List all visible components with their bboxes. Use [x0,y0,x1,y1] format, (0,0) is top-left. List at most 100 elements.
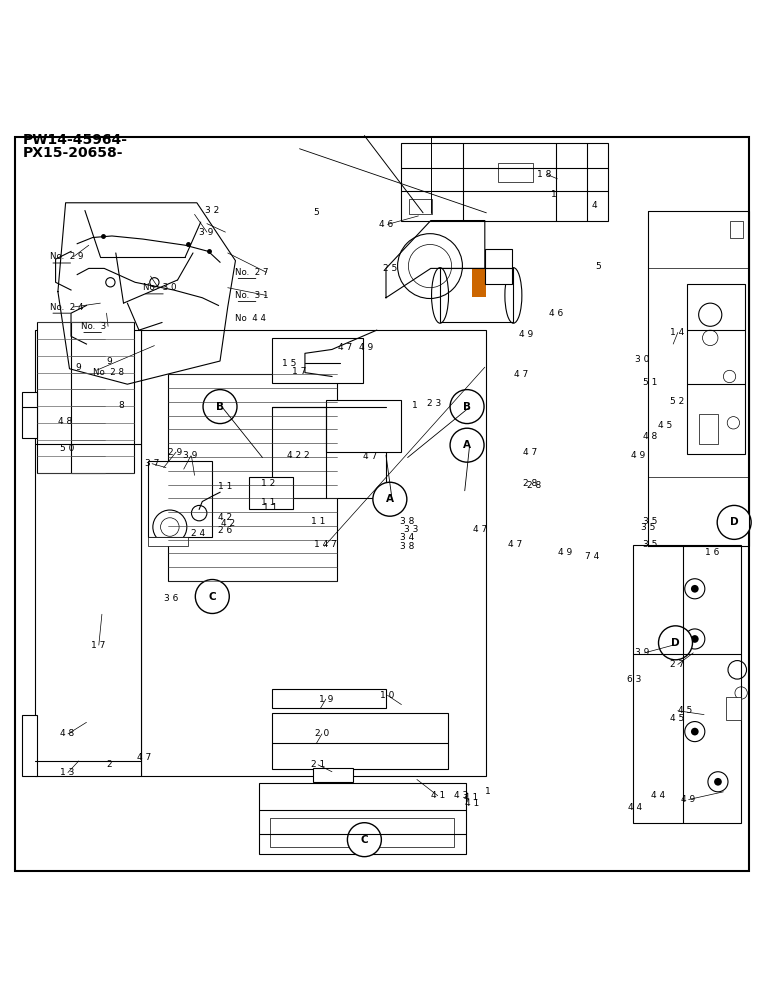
Text: 4 8: 4 8 [643,432,657,441]
Text: 1 1: 1 1 [311,517,325,526]
Text: 3 9: 3 9 [199,228,213,237]
Bar [485,249,512,284]
Text: 2 0: 2 0 [315,729,329,738]
Text: 1 7: 1 7 [91,641,105,650]
Text: 1 8: 1 8 [537,170,551,179]
Text: A: A [463,440,471,450]
Text: 1 4 7: 1 4 7 [314,540,337,549]
Text: 2 9: 2 9 [168,448,182,457]
Text: 3 2: 3 2 [205,206,219,215]
Bar [687,284,745,454]
Bar [22,392,37,438]
Text: 4 8: 4 8 [60,729,74,738]
Text: 3 5: 3 5 [643,517,657,526]
Text: 4 1: 4 1 [431,791,445,800]
Text: No  2 8: No 2 8 [93,368,124,377]
Bar [148,537,188,546]
Text: 3 3: 3 3 [404,525,418,534]
Bar [633,545,741,823]
Bar [168,374,337,581]
Text: 1 0: 1 0 [381,691,394,700]
Text: 2 5: 2 5 [383,264,397,273]
Text: 5: 5 [313,208,320,217]
Text: 4 7: 4 7 [523,448,537,457]
Circle shape [691,635,699,643]
Bar [249,477,293,509]
Text: 4: 4 [591,201,598,210]
Text: 4 9: 4 9 [520,330,533,339]
Text: 2 8: 2 8 [523,479,537,488]
Text: 9: 9 [107,357,113,366]
Text: 1 1: 1 1 [261,498,275,507]
Bar [730,221,743,238]
Text: 5 0: 5 0 [60,444,74,453]
Text: 2 6: 2 6 [218,526,232,535]
Text: 4 7: 4 7 [338,343,352,352]
Text: 4 5: 4 5 [678,706,692,715]
Bar [272,407,386,498]
Text: 4 1: 4 1 [466,799,479,808]
Text: 4 6: 4 6 [379,220,393,229]
Text: 2 3: 2 3 [427,399,441,408]
Text: 2 4: 2 4 [191,529,205,538]
Text: 5 1: 5 1 [643,378,657,387]
Text: 1 6: 1 6 [705,548,719,557]
Text: 4 5: 4 5 [670,714,684,723]
Text: No.  3: No. 3 [81,322,107,331]
Text: 5 2: 5 2 [670,397,684,406]
Text: 4 6: 4 6 [549,309,563,318]
Text: 3 8: 3 8 [401,542,415,551]
Bar [409,199,432,214]
Text: B: B [463,402,471,412]
Circle shape [659,626,692,660]
Text: A: A [386,494,394,504]
Bar [699,414,718,444]
Text: 4 7: 4 7 [514,370,528,379]
Text: 1 4: 1 4 [670,328,684,337]
Circle shape [691,585,699,593]
Circle shape [717,505,751,539]
Bar [148,461,212,537]
Circle shape [203,390,237,424]
Bar [272,689,386,708]
Bar [326,400,401,452]
Circle shape [450,428,484,462]
Bar [270,818,454,847]
Text: 5: 5 [595,262,601,271]
Text: D: D [730,517,739,527]
Bar [313,768,353,782]
Text: 2 1: 2 1 [311,760,325,769]
Text: 3 6: 3 6 [164,594,178,603]
Text: 4 4: 4 4 [628,803,642,812]
Text: 4 8: 4 8 [59,417,73,426]
Text: C: C [208,591,216,601]
Text: 1 7: 1 7 [292,367,306,376]
Text: 1 1: 1 1 [263,503,277,512]
Text: 3 7: 3 7 [145,459,159,468]
Text: 4 9: 4 9 [359,343,373,352]
Text: No.  3 0: No. 3 0 [143,283,176,292]
Bar [472,268,486,297]
Text: 4 7: 4 7 [473,525,487,534]
Text: 1 5: 1 5 [282,359,296,368]
Bar [401,143,608,221]
Text: 4 2 2: 4 2 2 [287,451,310,460]
Text: B: B [216,402,224,412]
Text: 4 2: 4 2 [221,519,235,528]
Text: 4 9: 4 9 [631,451,645,460]
Text: 1 1: 1 1 [218,482,232,491]
Text: 4 2: 4 2 [218,513,232,522]
Bar [272,338,363,383]
Text: PW14-45964-: PW14-45964- [23,133,128,147]
Bar [37,322,105,473]
Text: 9: 9 [76,363,82,372]
Text: 3 8: 3 8 [400,517,414,526]
Text: 2: 2 [107,760,113,769]
Text: 1: 1 [411,401,418,410]
Text: 3 0: 3 0 [635,355,649,364]
Bar [71,322,134,473]
Bar [726,697,741,720]
Circle shape [450,390,484,424]
Text: 4 4: 4 4 [651,791,665,800]
Text: 4 1: 4 1 [464,793,478,802]
